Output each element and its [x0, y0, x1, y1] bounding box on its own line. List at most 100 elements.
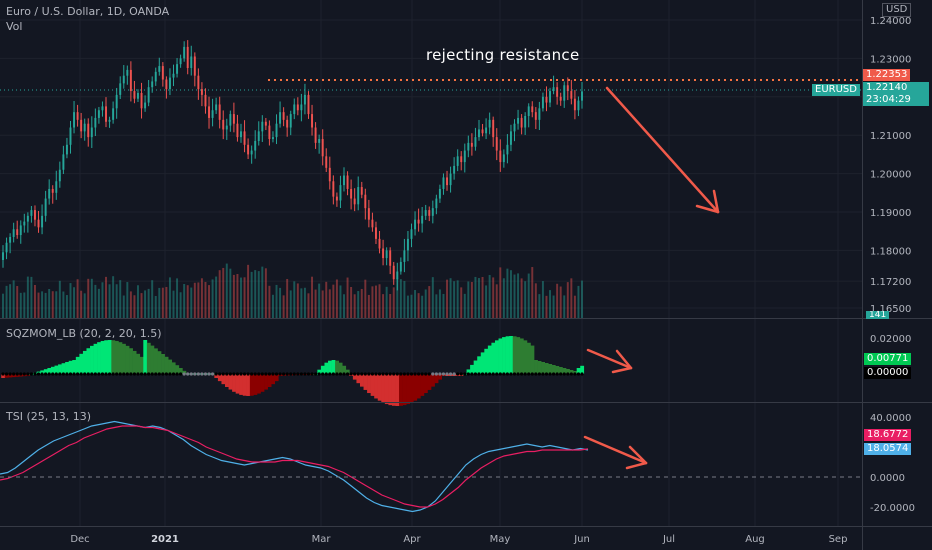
sqz-bar: [473, 360, 478, 374]
sqz-bar: [519, 338, 524, 374]
tsi-value: 18.0574: [864, 443, 912, 455]
candle-body: [385, 250, 388, 259]
sqz-dot: [200, 372, 204, 376]
sqz-dot: [143, 372, 147, 376]
sqz-bar: [470, 364, 474, 374]
currency-button[interactable]: USD: [882, 3, 912, 17]
candle-body: [573, 98, 576, 111]
sqz-bar: [225, 374, 229, 387]
volume-bar: [23, 292, 26, 318]
candle-body: [58, 169, 61, 182]
sqz-bar: [328, 360, 332, 374]
sqz-dot: [544, 372, 549, 376]
sqz-dot: [122, 372, 126, 376]
arrow-tsi: [583, 435, 648, 470]
sqz-dot: [83, 372, 87, 376]
sqz-bar: [541, 362, 546, 374]
price-tick-label: 1.21000: [870, 131, 911, 142]
sqz-bar: [121, 343, 126, 374]
volume-bar: [403, 280, 406, 318]
sqz-bar: [413, 374, 418, 401]
sqz-dot: [8, 372, 12, 376]
sqz-bar: [182, 370, 187, 374]
candle-body: [69, 127, 72, 145]
volume-bar: [240, 277, 242, 318]
candle-body: [446, 177, 448, 186]
candle-body: [105, 106, 107, 122]
sqz-dot: [111, 372, 115, 376]
sqz-dot: [97, 372, 101, 376]
volume-bar: [225, 263, 228, 318]
volume-bar: [520, 278, 523, 318]
sqz-bar: [104, 340, 109, 374]
volume-bar: [254, 270, 257, 318]
sqz-bar: [402, 374, 407, 406]
candle-body: [463, 150, 466, 163]
sqz-bar: [530, 345, 535, 374]
sqz-dot: [125, 372, 129, 376]
candle-body: [176, 64, 179, 74]
candle-body: [51, 188, 54, 193]
time-tick-label: Dec: [70, 534, 89, 545]
sqz-dot: [370, 372, 375, 376]
volume-bar: [524, 281, 527, 318]
sqz-bar: [505, 336, 510, 374]
volume-bar: [438, 289, 441, 318]
candle-body: [225, 125, 228, 130]
volume-bar: [222, 267, 225, 318]
candle-body: [247, 144, 250, 155]
sqz-bar: [320, 365, 325, 374]
sqz-dot: [417, 372, 421, 376]
sqz-bar: [256, 374, 261, 394]
candle-body: [314, 127, 317, 143]
sqz-dot: [47, 372, 51, 376]
candle-body: [360, 187, 363, 195]
candle-body: [23, 221, 26, 226]
sqz-bar: [228, 374, 233, 390]
volume-bar: [65, 295, 68, 318]
volume-bar: [470, 281, 473, 318]
volume-bar: [151, 280, 154, 318]
sqz-dot: [562, 372, 566, 376]
sqz-dot: [381, 372, 385, 376]
candle-body: [112, 108, 115, 120]
candle-body: [80, 119, 83, 132]
volume-bar: [183, 283, 186, 318]
sqz-bar: [569, 370, 574, 374]
sqz-dot: [90, 372, 94, 376]
candle-body: [481, 129, 484, 134]
sqz-tick-label: 0.02000: [870, 334, 911, 345]
candle-body: [108, 119, 111, 122]
time-tick-label: May: [490, 534, 511, 545]
sqz-dot: [282, 372, 286, 376]
sqz-bar: [431, 374, 435, 387]
current-price-label: 1.22140 23:04:29: [863, 82, 929, 106]
sqz-bar: [82, 350, 87, 374]
tsi-tick-label: 40.0000: [870, 413, 911, 424]
sqz-bar: [551, 365, 556, 374]
sqz-dot: [512, 372, 517, 376]
candle-body: [488, 119, 491, 128]
volume-bar: [456, 280, 459, 318]
sqz-dot: [413, 372, 417, 376]
volume-bar: [396, 278, 399, 318]
volume-bar: [94, 284, 97, 318]
volume-bar: [44, 292, 47, 318]
sqz-bar: [420, 374, 425, 396]
sqz-bar: [480, 352, 485, 374]
candle-body: [524, 116, 527, 128]
volume-bar: [346, 277, 349, 318]
sqz-dot: [441, 372, 446, 376]
sqz-dot: [402, 372, 406, 376]
volume-bar: [492, 277, 495, 318]
sqz-dot: [221, 372, 225, 376]
sqz-bar: [523, 340, 528, 374]
sqz-dot: [239, 372, 243, 376]
volume-bar: [417, 293, 420, 318]
sqz-bar: [526, 342, 531, 374]
sqz-dot: [448, 372, 453, 376]
sqz-dot: [164, 372, 168, 376]
sqz-bar: [498, 338, 503, 374]
volume-bar: [257, 271, 260, 318]
